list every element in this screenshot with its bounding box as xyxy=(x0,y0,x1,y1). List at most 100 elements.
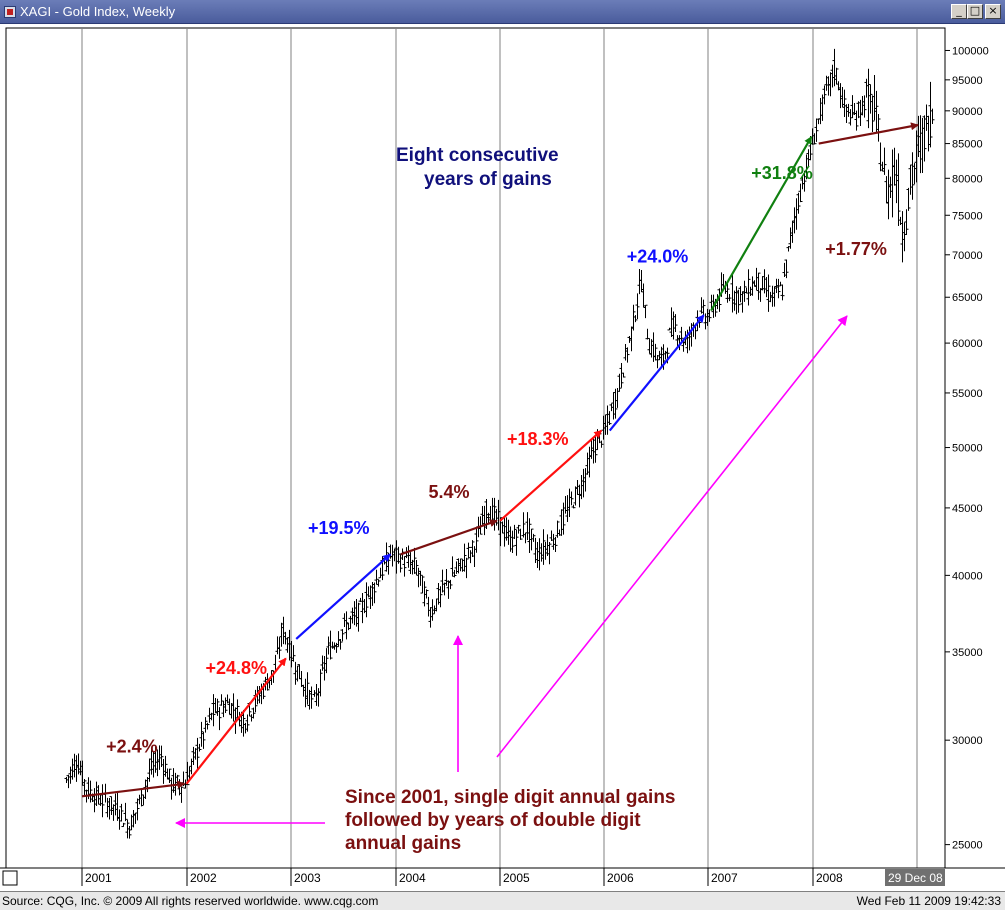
y-tick-label: 95000 xyxy=(952,75,983,87)
callout-line-3: annual gains xyxy=(345,833,461,854)
gain-arrow-2007 xyxy=(710,136,813,312)
y-tick-label: 80000 xyxy=(952,173,983,185)
price-bar xyxy=(651,332,656,362)
price-bar xyxy=(402,556,407,577)
price-bar xyxy=(750,276,755,296)
price-bar xyxy=(502,516,507,547)
y-tick-label: 60000 xyxy=(952,338,983,350)
price-bar xyxy=(742,280,747,302)
price-bar xyxy=(866,68,871,129)
price-bar xyxy=(565,495,570,522)
price-bar xyxy=(191,746,196,765)
y-tick-label: 25000 xyxy=(952,840,983,852)
price-bar xyxy=(452,569,457,578)
price-bar xyxy=(303,678,308,708)
price-bar xyxy=(776,278,781,299)
price-bar xyxy=(127,826,132,839)
price-bar xyxy=(928,81,933,148)
price-bar xyxy=(406,545,411,568)
price-bar xyxy=(436,583,441,605)
price-bar xyxy=(279,622,284,647)
gain-arrow-2004 xyxy=(400,519,498,556)
price-bar xyxy=(898,216,903,226)
status-datetime: Wed Feb 11 2009 19:42:33 xyxy=(856,894,1001,908)
gain-label-2007: +31.8% xyxy=(751,163,813,183)
price-bar xyxy=(868,84,873,114)
price-bar xyxy=(725,281,730,303)
price-bar xyxy=(360,592,365,624)
price-bar xyxy=(894,159,899,204)
price-bar xyxy=(902,222,907,252)
price-bar xyxy=(920,118,925,173)
price-bar xyxy=(615,388,620,408)
price-bar xyxy=(792,207,797,234)
price-bar xyxy=(309,686,314,709)
price-bar xyxy=(470,540,475,557)
headline-line-1: Eight consecutive xyxy=(396,145,559,166)
price-bar xyxy=(645,328,650,340)
price-bar xyxy=(701,299,706,317)
restore-button[interactable]: □ xyxy=(967,4,983,19)
price-bar xyxy=(870,95,875,133)
price-bar xyxy=(179,786,184,803)
price-bar xyxy=(587,446,592,478)
gain-label-2001: +2.4% xyxy=(106,736,158,756)
price-bar xyxy=(277,637,282,659)
app-icon[interactable] xyxy=(4,6,16,18)
price-bar xyxy=(340,629,345,642)
price-bar xyxy=(842,89,847,117)
pointer-arrow-diagonal xyxy=(496,315,848,758)
price-bar xyxy=(197,743,202,752)
x-axis-band xyxy=(0,868,1005,887)
scroll-button[interactable] xyxy=(2,870,18,886)
price-bar xyxy=(653,343,658,361)
price-bar xyxy=(297,664,302,680)
price-bar xyxy=(281,616,286,645)
price-bar xyxy=(746,269,751,306)
price-bar xyxy=(647,338,652,355)
price-bar xyxy=(342,613,347,627)
price-bar xyxy=(884,176,889,204)
price-bar xyxy=(764,277,769,298)
price-bar xyxy=(888,176,893,199)
price-bar xyxy=(189,758,194,775)
price-bar xyxy=(100,784,105,818)
price-bar xyxy=(607,411,612,426)
price-bar xyxy=(458,558,463,572)
price-bar xyxy=(412,547,417,574)
price-bar xyxy=(301,684,306,697)
gold-index-chart: +2.4% +24.8% +19.5% 5.4% +18.3% +24.0% +31.8% +… xyxy=(0,27,1005,887)
price-bar xyxy=(64,777,69,783)
price-bar xyxy=(856,101,861,119)
price-bar xyxy=(115,792,120,821)
price-bar xyxy=(394,540,399,574)
price-bar xyxy=(482,505,487,536)
price-bar xyxy=(454,561,459,574)
price-bar xyxy=(784,259,789,279)
price-bar xyxy=(778,281,783,287)
price-bar xyxy=(366,586,371,598)
price-bar xyxy=(707,309,712,322)
chart-area[interactable]: +2.4% +24.8% +19.5% 5.4% +18.3% +24.0% +31.8% +… xyxy=(0,24,1005,887)
price-bar xyxy=(543,541,548,560)
price-bar xyxy=(231,693,236,722)
price-bar xyxy=(66,774,71,789)
price-bar xyxy=(537,538,542,571)
y-tick-label: 35000 xyxy=(952,647,983,659)
price-bar xyxy=(523,532,528,544)
price-bar xyxy=(705,308,710,326)
price-bar xyxy=(567,488,572,517)
close-button[interactable]: × xyxy=(985,4,1001,19)
price-bar xyxy=(378,567,383,579)
price-bar xyxy=(169,777,174,800)
price-bar xyxy=(876,113,881,142)
x-tick-label: 2002 xyxy=(190,871,217,885)
price-bar xyxy=(926,115,931,152)
price-bar xyxy=(510,530,515,554)
x-tick-label: 2001 xyxy=(85,871,112,885)
price-bar xyxy=(398,554,403,573)
price-bar xyxy=(922,115,927,162)
price-bar xyxy=(766,274,771,312)
minimize-button[interactable]: _ xyxy=(951,4,967,19)
price-bar xyxy=(621,372,626,378)
